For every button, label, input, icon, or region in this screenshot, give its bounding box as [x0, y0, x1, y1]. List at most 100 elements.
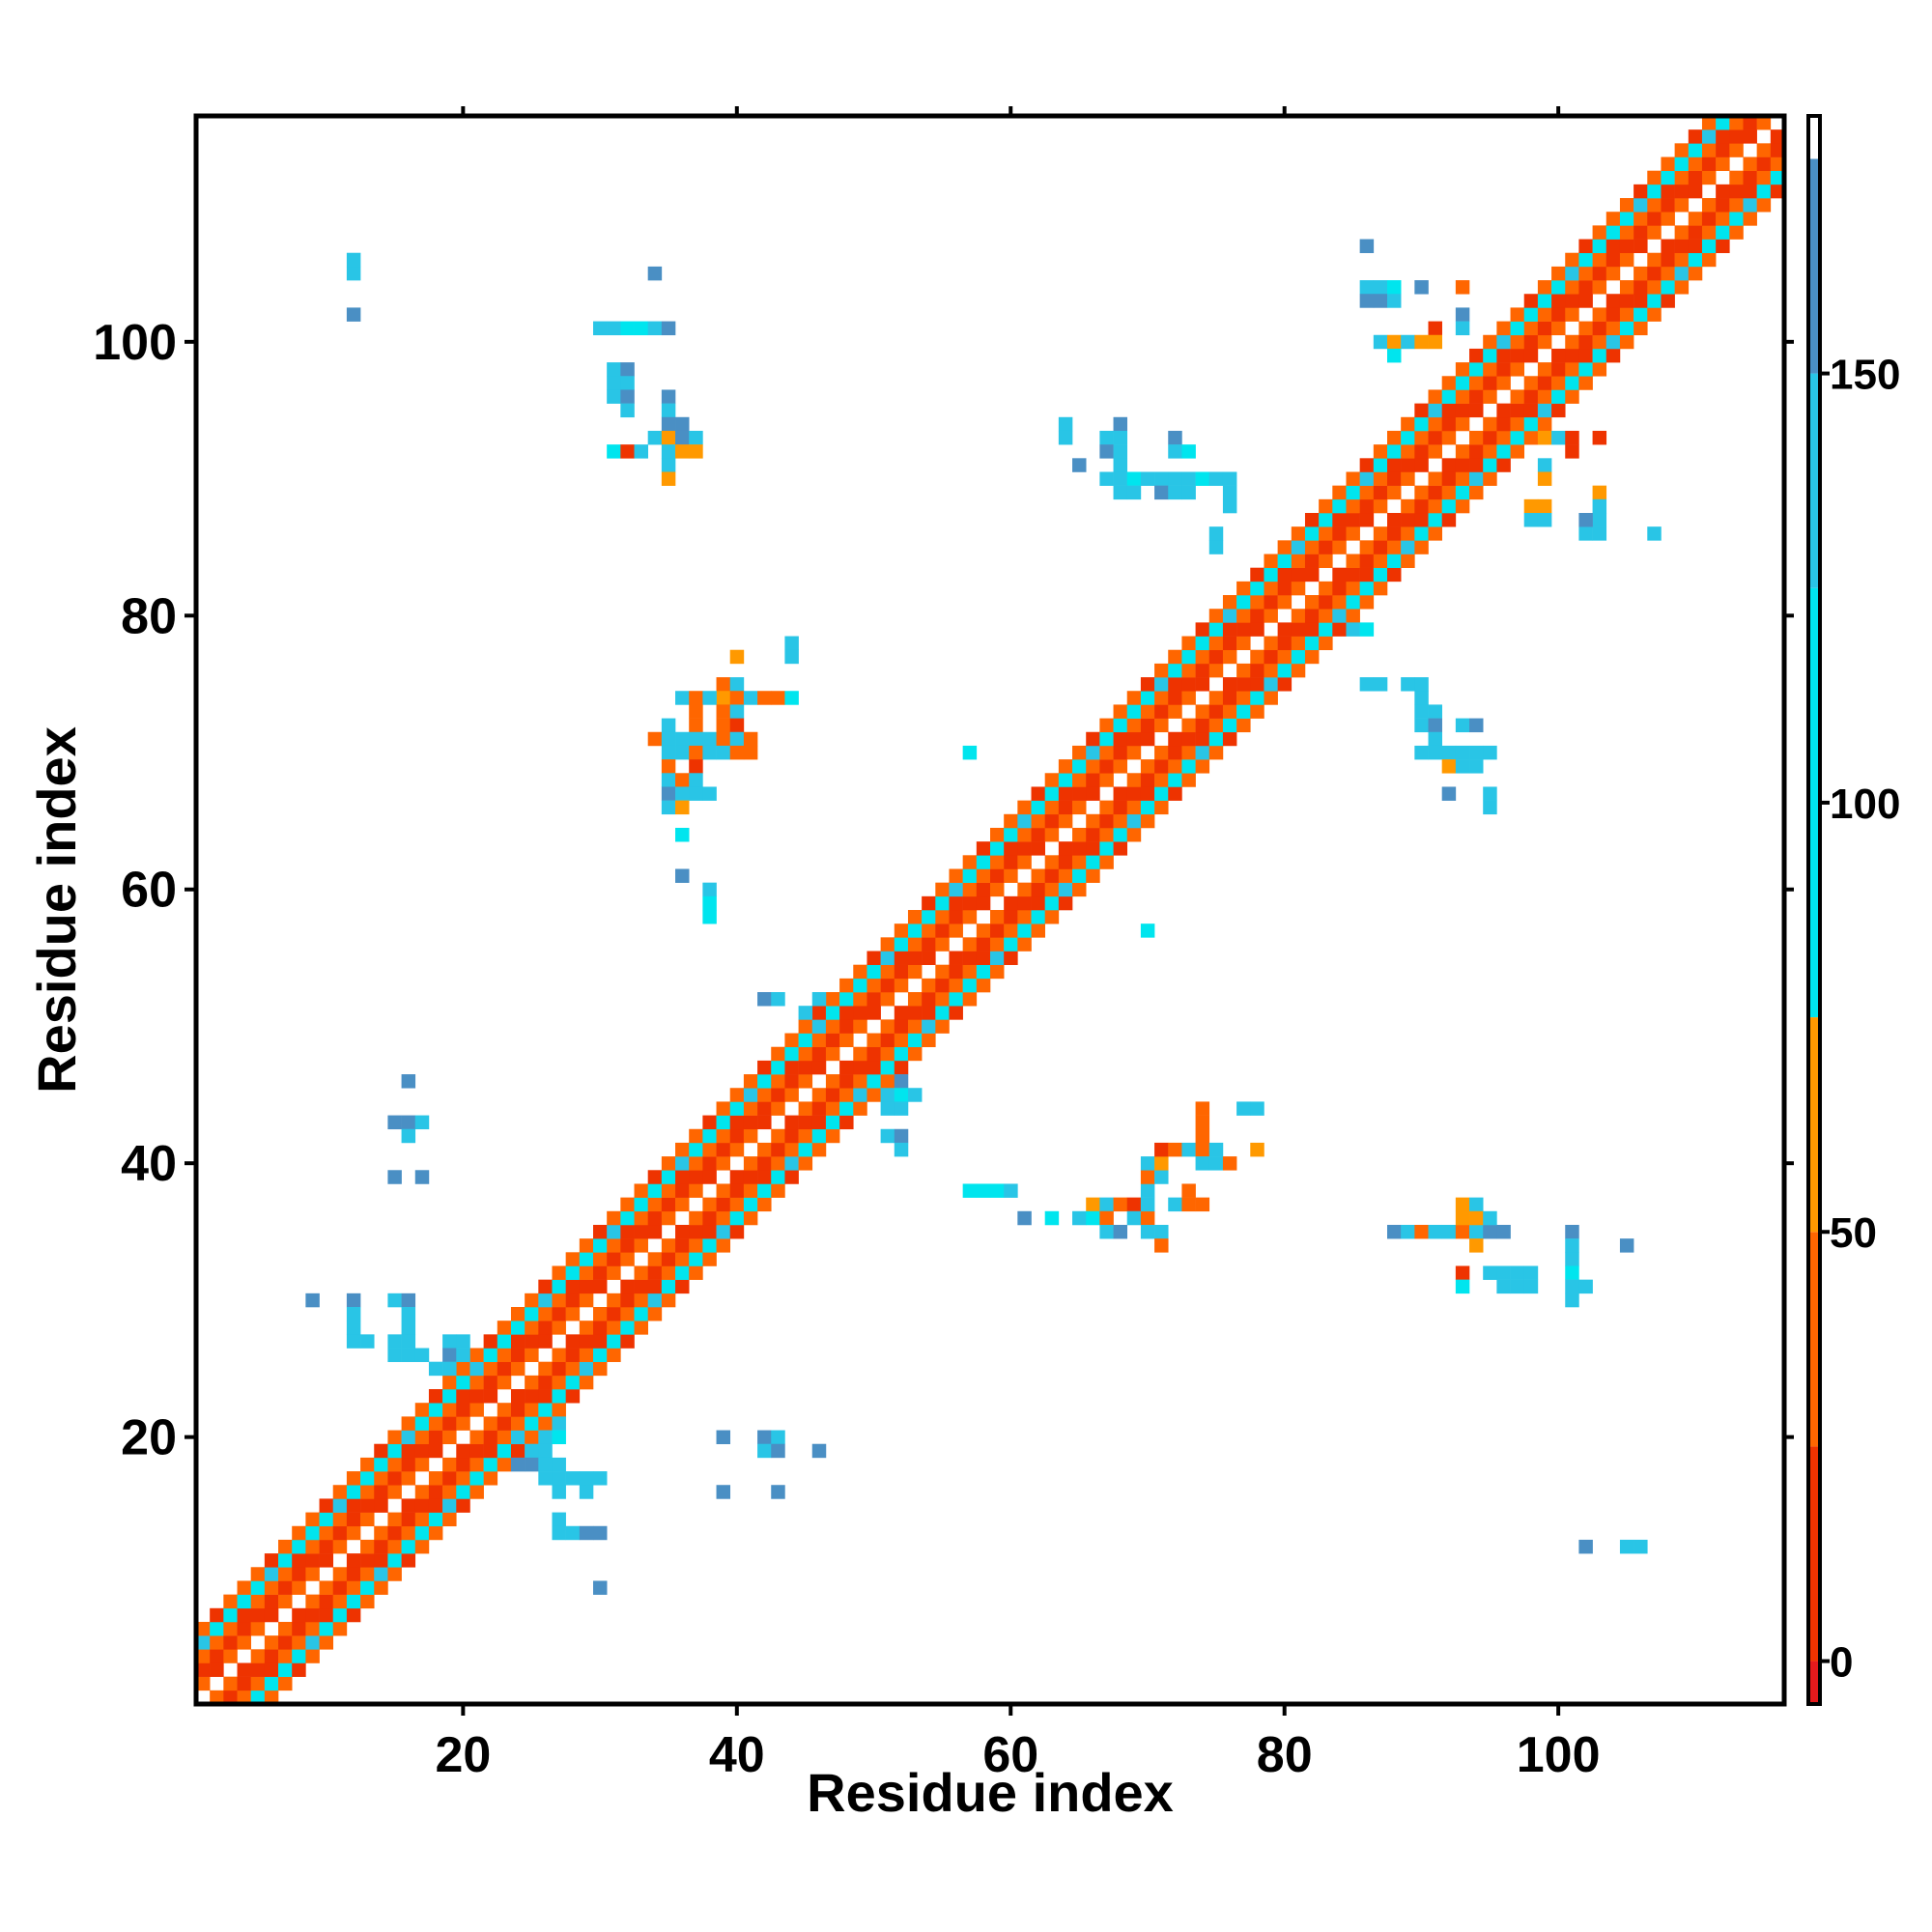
heatmap-cell	[210, 1621, 224, 1636]
heatmap-cell	[976, 882, 991, 897]
heatmap-cell	[1181, 1183, 1196, 1198]
heatmap-cell	[1195, 759, 1210, 774]
heatmap-cell	[223, 1649, 238, 1663]
heatmap-cell	[1291, 540, 1306, 554]
heatmap-cell	[1031, 923, 1045, 938]
heatmap-cell	[1017, 923, 1032, 938]
heatmap-cell	[1428, 513, 1442, 527]
heatmap-cell	[1154, 773, 1169, 787]
heatmap-cell	[456, 1348, 470, 1362]
heatmap-cell	[1222, 636, 1237, 651]
heatmap-cell	[1044, 827, 1060, 842]
heatmap-cell	[387, 1334, 402, 1349]
heatmap-cell	[565, 1252, 581, 1266]
heatmap-cell	[1496, 1265, 1511, 1280]
heatmap-cell	[1017, 882, 1032, 897]
heatmap-cell	[743, 1088, 758, 1102]
heatmap-cell	[1592, 307, 1607, 322]
heatmap-cell	[607, 1224, 621, 1239]
heatmap-cell	[552, 1361, 566, 1377]
heatmap-cell	[839, 1088, 854, 1102]
heatmap-cell	[757, 1443, 772, 1459]
heatmap-cell	[387, 1485, 402, 1499]
heatmap-cell	[647, 266, 663, 281]
heatmap-cell	[1469, 1197, 1484, 1212]
heatmap-cell	[497, 1334, 512, 1349]
heatmap-cell	[1455, 718, 1470, 733]
heatmap-cell	[210, 1635, 224, 1650]
heatmap-cell	[1017, 937, 1032, 952]
heatmap-cell	[1291, 663, 1306, 678]
heatmap-cell	[962, 992, 978, 1007]
heatmap-cell	[1578, 280, 1593, 295]
heatmap-cell	[839, 978, 854, 993]
heatmap-cell	[1168, 1142, 1182, 1157]
heatmap-cell	[1304, 567, 1320, 582]
heatmap-cell	[675, 444, 690, 459]
heatmap-cell	[483, 1416, 498, 1431]
heatmap-cell	[1688, 170, 1703, 185]
heatmap-cell	[1387, 280, 1402, 295]
heatmap-cell	[565, 1265, 581, 1280]
heatmap-cell	[1401, 498, 1415, 514]
heatmap-cell	[634, 1224, 648, 1239]
heatmap-cell	[1031, 841, 1045, 856]
heatmap-cell	[894, 1046, 909, 1062]
y-tick-label: 40	[121, 1136, 177, 1192]
heatmap-cell	[1236, 677, 1251, 692]
heatmap-cell	[1455, 759, 1470, 774]
heatmap-cell	[469, 1361, 484, 1377]
heatmap-cell	[1551, 362, 1566, 377]
heatmap-cell	[702, 1128, 717, 1144]
heatmap-cell	[647, 1293, 663, 1308]
heatmap-cell	[880, 937, 895, 952]
heatmap-cell	[702, 1210, 717, 1226]
heatmap-cell	[1537, 376, 1552, 390]
heatmap-cell	[1154, 1142, 1169, 1157]
heatmap-cell	[1086, 827, 1100, 842]
heatmap-cell	[729, 1170, 745, 1184]
heatmap-cell	[1058, 800, 1073, 815]
heatmap-cell	[1346, 622, 1360, 637]
heatmap-cell	[552, 1416, 566, 1431]
heatmap-cell	[1510, 416, 1525, 432]
heatmap-cell	[661, 718, 676, 733]
heatmap-cell	[1565, 348, 1579, 363]
heatmap-cell	[1072, 868, 1087, 883]
heatmap-cell	[962, 951, 978, 965]
heatmap-cell	[1168, 444, 1182, 459]
heatmap-cell	[1756, 170, 1772, 185]
heatmap-cell	[811, 1019, 827, 1034]
heatmap-cell	[976, 964, 991, 980]
heatmap-cell	[346, 1567, 361, 1581]
heatmap-cell	[593, 1252, 608, 1266]
heatmap-cell	[661, 1156, 676, 1171]
heatmap-cell	[1072, 827, 1087, 842]
heatmap-cell	[1578, 376, 1593, 390]
heatmap-cell	[949, 910, 963, 924]
heatmap-cell	[1578, 1279, 1593, 1294]
heatmap-cell	[620, 1279, 635, 1294]
heatmap-cell	[825, 1046, 840, 1062]
heatmap-cell	[1346, 485, 1360, 500]
heatmap-cell	[757, 1183, 772, 1198]
heatmap-cell	[346, 266, 361, 281]
heatmap-cell	[784, 1142, 799, 1157]
heatmap-cell	[1004, 923, 1018, 938]
heatmap-cell	[1634, 266, 1648, 281]
heatmap-cell	[223, 1676, 238, 1691]
heatmap-cell	[675, 745, 690, 760]
heatmap-cell	[1291, 526, 1306, 541]
heatmap-cell	[1058, 868, 1073, 883]
heatmap-cell	[1004, 855, 1018, 869]
heatmap-cell	[1688, 184, 1703, 199]
heatmap-cell	[716, 731, 731, 747]
heatmap-cell	[675, 731, 690, 747]
heatmap-cell	[1264, 581, 1278, 596]
heatmap-cell	[1469, 1238, 1484, 1253]
heatmap-cell	[1688, 129, 1703, 144]
heatmap-cell	[1401, 458, 1415, 472]
heatmap-cell	[811, 1142, 827, 1157]
heatmap-cell	[1264, 595, 1278, 610]
heatmap-cell	[853, 1019, 867, 1034]
